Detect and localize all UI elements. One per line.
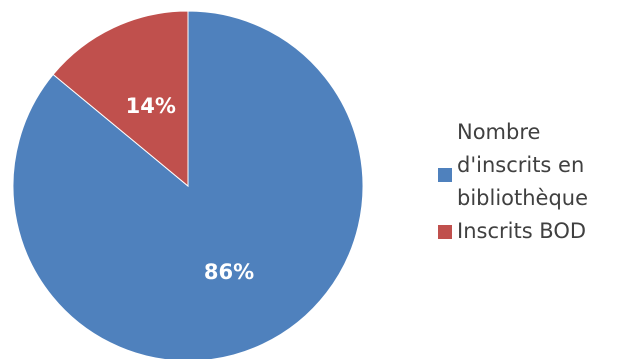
legend-swatch-bibliotheque [438,168,452,182]
legend-swatch-bod [438,225,452,239]
legend-label-bibliotheque: Nombre d'inscrits en bibliothèque [457,120,589,210]
legend-item-bibliotheque: Nombre d'inscrits en bibliothèque [438,116,624,215]
legend-label-bod: Inscrits BOD [457,219,587,243]
legend: Nombre d'inscrits en bibliothèque Inscri… [438,116,624,248]
pie-slice-1 [52,10,189,188]
pie-slice-label-1: 14% [126,94,176,118]
legend-item-bod: Inscrits BOD [438,215,624,248]
pie-slice-label-0: 86% [204,260,254,284]
